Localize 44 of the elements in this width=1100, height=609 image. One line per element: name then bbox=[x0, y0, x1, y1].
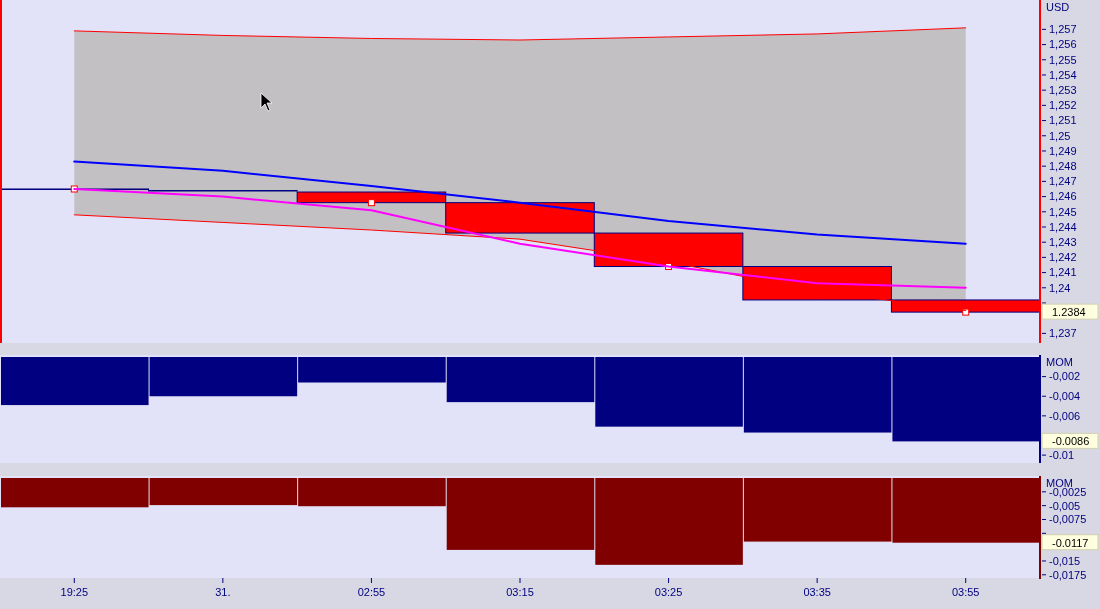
y-axis-title: MOM bbox=[1046, 477, 1073, 489]
y-tick-label: 1,241 bbox=[1049, 266, 1077, 279]
y-tick-label: -0,005 bbox=[1049, 499, 1081, 512]
text: -0.0086 bbox=[1052, 435, 1090, 448]
y-tick-label: -0,006 bbox=[1049, 409, 1081, 422]
y-tick-label: 1,245 bbox=[1049, 205, 1077, 218]
y-tick-label: -0,002 bbox=[1049, 370, 1081, 383]
y-tick-label: 1,242 bbox=[1049, 251, 1077, 264]
y-tick-label: 1,255 bbox=[1049, 53, 1077, 66]
y-tick-label: 1,249 bbox=[1049, 144, 1077, 157]
line-series bbox=[73, 27, 967, 41]
y-tick-label: -0,004 bbox=[1049, 390, 1081, 403]
point bbox=[962, 308, 970, 316]
y-tick-label: 1,248 bbox=[1049, 160, 1077, 173]
y-tick-label: 1,253 bbox=[1049, 84, 1077, 97]
x-tick-label: 02:55 bbox=[357, 586, 386, 598]
x-tick-label: 31. bbox=[215, 586, 231, 598]
y-tick-label: 1,251 bbox=[1049, 114, 1077, 127]
x-tick-label: 03:25 bbox=[654, 586, 683, 598]
y-tick-label: -0,015 bbox=[1049, 554, 1081, 567]
x-tick-label: 03:15 bbox=[506, 586, 534, 598]
y-tick-label: 1,254 bbox=[1049, 68, 1077, 81]
text: -0.0117 bbox=[1052, 536, 1089, 549]
y-tick-label: 1,24 bbox=[1049, 281, 1071, 294]
y-tick-label: 1,252 bbox=[1049, 99, 1077, 112]
y-tick-label: 1,256 bbox=[1049, 38, 1077, 51]
y-tick-label: -0.01 bbox=[1049, 448, 1075, 461]
y-axis-title: MOM bbox=[1046, 356, 1073, 368]
y-tick-label: -0,0175 bbox=[1049, 568, 1087, 581]
line-series bbox=[73, 160, 967, 245]
y-tick-label: 1,257 bbox=[1049, 23, 1077, 36]
y-axis-title: USD bbox=[1046, 1, 1070, 13]
y-tick-label: 1,237 bbox=[1049, 327, 1077, 340]
y-tick-label: 1,246 bbox=[1049, 190, 1077, 203]
y-tick-label: 1,25 bbox=[1049, 129, 1071, 142]
x-tick-label: 19:25 bbox=[60, 586, 89, 598]
x-tick-label: 03:35 bbox=[803, 586, 831, 598]
text: 1.2384 bbox=[1052, 305, 1086, 318]
x-tick-label: 03:55 bbox=[951, 586, 980, 598]
y-tick-label: 1,244 bbox=[1049, 220, 1077, 233]
point bbox=[367, 199, 375, 207]
y-tick-label: 1,243 bbox=[1049, 236, 1077, 249]
y-tick-label: -0,0075 bbox=[1049, 513, 1087, 526]
y-tick-label: 1,247 bbox=[1049, 175, 1077, 188]
